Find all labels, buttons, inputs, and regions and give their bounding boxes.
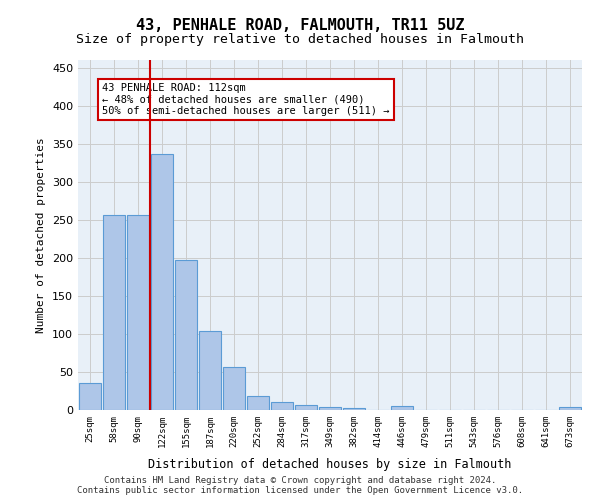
Y-axis label: Number of detached properties: Number of detached properties	[37, 137, 46, 333]
Bar	[151, 154, 173, 410]
Text: Contains HM Land Registry data © Crown copyright and database right 2024.
Contai: Contains HM Land Registry data © Crown c…	[77, 476, 523, 495]
Text: 43, PENHALE ROAD, FALMOUTH, TR11 5UZ: 43, PENHALE ROAD, FALMOUTH, TR11 5UZ	[136, 18, 464, 32]
Bar	[175, 260, 197, 410]
Bar	[223, 366, 245, 410]
X-axis label: Distribution of detached houses by size in Falmouth: Distribution of detached houses by size …	[148, 458, 512, 471]
Bar	[199, 331, 221, 410]
Text: Size of property relative to detached houses in Falmouth: Size of property relative to detached ho…	[76, 32, 524, 46]
Bar	[247, 396, 269, 410]
Bar	[79, 384, 101, 410]
Bar	[103, 215, 125, 410]
Bar	[271, 402, 293, 410]
Bar	[391, 406, 413, 410]
Bar	[295, 406, 317, 410]
Bar	[127, 215, 149, 410]
Bar	[559, 407, 581, 410]
Text: 43 PENHALE ROAD: 112sqm
← 48% of detached houses are smaller (490)
50% of semi-d: 43 PENHALE ROAD: 112sqm ← 48% of detache…	[102, 83, 389, 116]
Bar	[343, 408, 365, 410]
Bar	[319, 407, 341, 410]
